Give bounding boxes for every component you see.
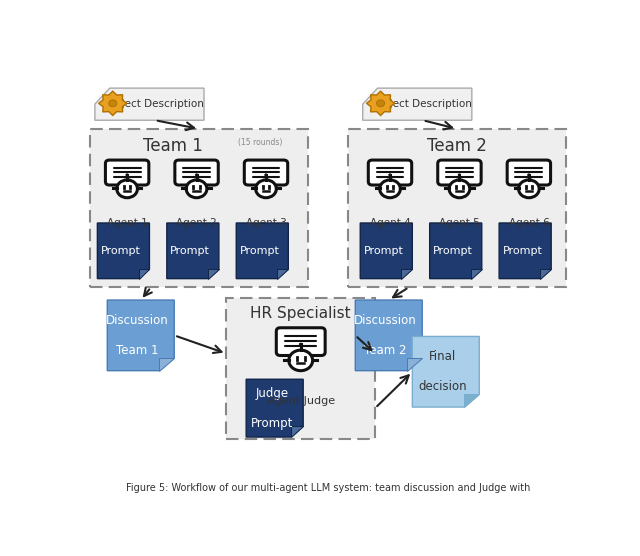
Polygon shape: [367, 91, 395, 116]
Text: Final

decision: Final decision: [418, 350, 467, 393]
Polygon shape: [499, 223, 551, 279]
Polygon shape: [99, 91, 127, 116]
FancyBboxPatch shape: [175, 160, 218, 185]
Polygon shape: [363, 88, 472, 120]
Text: Prompt: Prompt: [364, 246, 404, 256]
Polygon shape: [360, 223, 412, 279]
Circle shape: [256, 180, 276, 198]
Circle shape: [195, 174, 198, 176]
Polygon shape: [123, 182, 132, 189]
Text: Team 2: Team 2: [427, 137, 487, 155]
FancyBboxPatch shape: [276, 328, 325, 355]
Text: Team 1: Team 1: [143, 137, 203, 155]
Circle shape: [518, 180, 539, 198]
Polygon shape: [355, 300, 422, 371]
Text: Agent 4: Agent 4: [370, 218, 410, 228]
Polygon shape: [540, 269, 551, 279]
Text: Project Description: Project Description: [106, 99, 204, 109]
Polygon shape: [246, 379, 303, 437]
Text: Prompt: Prompt: [170, 246, 210, 256]
Text: Agent 6: Agent 6: [509, 218, 549, 228]
Polygon shape: [95, 88, 204, 120]
FancyBboxPatch shape: [106, 160, 149, 185]
Circle shape: [527, 174, 530, 176]
Polygon shape: [138, 269, 150, 279]
Circle shape: [265, 174, 268, 176]
Polygon shape: [208, 269, 219, 279]
Polygon shape: [471, 269, 482, 279]
Text: Figure 5: Workflow of our multi-agent LLM system: team discussion and Judge with: Figure 5: Workflow of our multi-agent LL…: [126, 483, 530, 493]
Circle shape: [126, 174, 129, 176]
Circle shape: [449, 180, 470, 198]
Text: Agent 2: Agent 2: [176, 218, 217, 228]
Text: (15 rounds): (15 rounds): [238, 138, 282, 147]
Circle shape: [186, 180, 207, 198]
Polygon shape: [524, 182, 533, 189]
FancyBboxPatch shape: [244, 160, 288, 185]
Polygon shape: [277, 269, 288, 279]
Polygon shape: [455, 182, 464, 189]
Text: Prompt: Prompt: [101, 246, 141, 256]
Polygon shape: [429, 223, 482, 279]
FancyBboxPatch shape: [368, 160, 412, 185]
FancyBboxPatch shape: [507, 160, 550, 185]
Text: Project Description: Project Description: [373, 99, 472, 109]
Polygon shape: [408, 358, 422, 371]
Text: Judge

Prompt: Judge Prompt: [251, 386, 293, 430]
Polygon shape: [412, 336, 479, 407]
FancyBboxPatch shape: [348, 129, 566, 287]
Polygon shape: [401, 269, 412, 279]
Polygon shape: [108, 300, 174, 371]
Text: Prompt: Prompt: [240, 246, 280, 256]
Text: Discussion

Team 1: Discussion Team 1: [106, 314, 169, 357]
Circle shape: [388, 174, 391, 176]
Text: Agent Judge: Agent Judge: [267, 396, 335, 406]
Circle shape: [380, 180, 400, 198]
Text: HR Specialist: HR Specialist: [250, 306, 351, 321]
Polygon shape: [385, 182, 394, 189]
Text: Prompt: Prompt: [502, 246, 543, 256]
Text: Discussion

Team 2: Discussion Team 2: [354, 314, 417, 357]
Polygon shape: [296, 352, 305, 360]
Circle shape: [109, 100, 116, 107]
Text: Agent 5: Agent 5: [439, 218, 480, 228]
FancyBboxPatch shape: [438, 160, 481, 185]
Text: Agent 3: Agent 3: [246, 218, 286, 228]
Polygon shape: [236, 223, 288, 279]
Polygon shape: [262, 182, 271, 189]
Circle shape: [458, 174, 461, 176]
FancyBboxPatch shape: [227, 298, 375, 439]
Text: Agent 1: Agent 1: [107, 218, 147, 228]
Circle shape: [117, 180, 138, 198]
Polygon shape: [465, 394, 479, 407]
Polygon shape: [97, 223, 150, 279]
Polygon shape: [167, 223, 219, 279]
FancyBboxPatch shape: [90, 129, 308, 287]
Circle shape: [289, 350, 312, 371]
Circle shape: [300, 343, 302, 346]
Text: Prompt: Prompt: [433, 246, 473, 256]
Polygon shape: [291, 426, 303, 437]
Polygon shape: [159, 358, 174, 371]
Circle shape: [376, 100, 385, 107]
Polygon shape: [192, 182, 201, 189]
